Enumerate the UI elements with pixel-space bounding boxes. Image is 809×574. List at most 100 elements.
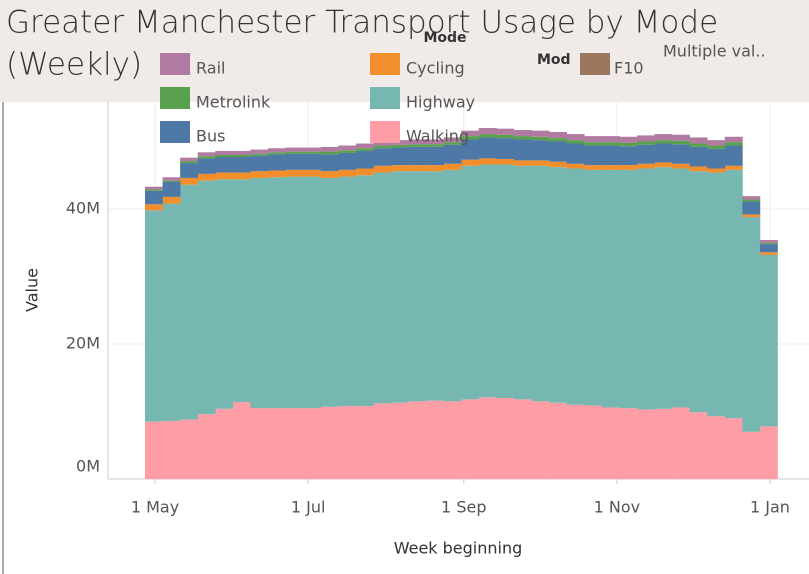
legend-swatch	[580, 53, 610, 75]
area-segment	[742, 199, 761, 202]
area-segment	[320, 406, 339, 479]
area-segment	[197, 414, 216, 479]
area-segment	[531, 130, 550, 137]
area-segment	[566, 168, 585, 405]
area-segment	[636, 144, 655, 164]
area-segment	[250, 153, 269, 156]
area-segment	[478, 158, 497, 165]
area-segment	[496, 128, 515, 135]
legend-label: F10	[614, 59, 644, 78]
area-segment	[197, 156, 216, 159]
area-segment	[373, 172, 392, 404]
area-segment	[215, 150, 234, 155]
legend-swatch	[160, 87, 190, 109]
area-segment	[619, 136, 638, 143]
area-segment	[285, 153, 304, 170]
x-axis-title: Week beginning	[394, 539, 523, 558]
area-segment	[197, 158, 216, 174]
area-segment	[250, 171, 269, 178]
area-segment	[215, 408, 234, 479]
area-segment	[742, 431, 761, 479]
area-segment	[513, 160, 532, 166]
area-segment	[250, 155, 269, 172]
area-segment	[584, 145, 603, 166]
area-segment	[408, 139, 427, 145]
area-segment	[197, 152, 216, 157]
area-segment	[232, 157, 251, 173]
area-segment	[232, 402, 251, 479]
area-segment	[373, 165, 392, 173]
area-segment	[654, 140, 673, 144]
area-segment	[373, 148, 392, 166]
area-segment	[531, 401, 550, 479]
y-tick-label: 0M	[76, 457, 100, 476]
area-segment	[267, 408, 286, 479]
area-segment	[672, 144, 690, 164]
area-segment	[566, 163, 585, 169]
area-segment	[654, 167, 673, 409]
x-tick-label: 1 May	[131, 498, 179, 517]
area-segment	[162, 180, 181, 182]
area-segment	[355, 143, 374, 149]
area-segment	[496, 164, 515, 398]
area-segment	[724, 142, 743, 146]
x-tick-label: 1 Jan	[750, 498, 790, 517]
area-segment	[584, 142, 603, 146]
area-segment	[759, 254, 778, 427]
area-segment	[513, 399, 532, 479]
legend-swatch	[160, 53, 190, 75]
area-segment	[478, 397, 497, 479]
area-segment	[355, 168, 374, 176]
area-segment	[566, 140, 585, 144]
area-segment	[162, 182, 181, 197]
area-segment	[320, 151, 339, 155]
x-tick-label: 1 Jul	[291, 498, 326, 517]
area-segment	[267, 177, 286, 409]
area-segment	[531, 140, 550, 161]
area-segment	[426, 400, 444, 479]
area-segment	[513, 136, 532, 140]
area-segment	[180, 184, 199, 420]
area-segment	[338, 169, 357, 177]
area-segment	[162, 177, 181, 181]
area-segment	[478, 134, 497, 138]
area-segment	[338, 176, 357, 407]
area-segment	[145, 186, 163, 190]
area-segment	[162, 420, 181, 479]
area-segment	[408, 171, 427, 402]
area-segment	[742, 196, 761, 200]
area-segment	[742, 214, 761, 218]
area-segment	[338, 145, 357, 151]
area-segment	[636, 141, 655, 145]
area-segment	[636, 163, 655, 169]
area-segment	[549, 161, 567, 168]
area-segment	[197, 180, 216, 415]
area-segment	[619, 165, 638, 170]
legend-title: Mod	[537, 52, 571, 68]
area-segment	[531, 136, 550, 141]
area-segment	[338, 152, 357, 170]
area-segment	[654, 143, 673, 163]
legend-swatch	[160, 121, 190, 143]
area-segment	[145, 190, 163, 205]
area-segment	[250, 149, 269, 154]
area-segment	[478, 164, 497, 398]
area-segment	[654, 134, 673, 141]
area-segment	[689, 166, 708, 172]
legend-swatch	[370, 121, 400, 143]
filter-text[interactable]: Multiple val..	[663, 42, 766, 61]
area-segment	[373, 140, 392, 146]
x-tick-label: 1 Sep	[441, 498, 486, 517]
area-segment	[513, 130, 532, 137]
legend-label: Walking	[406, 127, 469, 146]
area-segment	[303, 151, 321, 154]
area-segment	[549, 141, 567, 162]
area-segment	[443, 163, 462, 170]
area-segment	[636, 135, 655, 142]
area-segment	[513, 165, 532, 400]
area-segment	[320, 154, 339, 172]
y-tick-label: 20M	[66, 334, 100, 353]
area-segment	[636, 409, 655, 479]
area-segment	[285, 169, 304, 177]
